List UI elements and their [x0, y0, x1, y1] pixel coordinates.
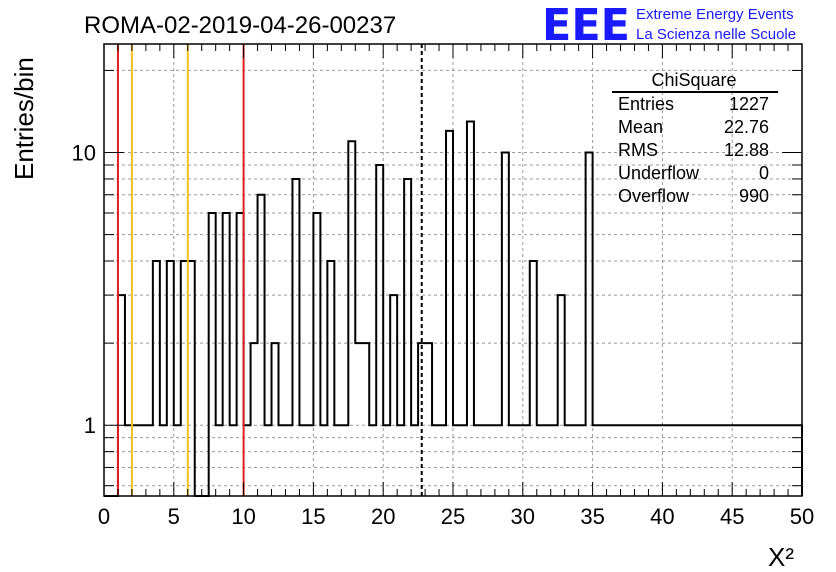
- stats-value-mean: 22.76: [724, 117, 769, 137]
- histogram-bin: [558, 295, 565, 496]
- x-axis-label: X²: [768, 542, 794, 572]
- x-tick-label: 50: [790, 504, 814, 529]
- logo-line2: La Scienza nelle Scuole: [636, 26, 796, 43]
- x-tick-label: 0: [98, 504, 110, 529]
- histogram-bin: [313, 213, 320, 496]
- stats-label-rms: RMS: [618, 140, 658, 160]
- x-tick-label: 15: [301, 504, 325, 529]
- stats-box: ChiSquare Entries 1227 Mean 22.76 RMS 12…: [612, 70, 778, 206]
- histogram-bin: [188, 261, 195, 496]
- stats-value-rms: 12.88: [724, 140, 769, 160]
- logo-mark: EEE: [542, 0, 630, 51]
- stats-label-entries: Entries: [618, 94, 674, 114]
- x-tick-label: 35: [580, 504, 604, 529]
- histogram-bin: [355, 343, 362, 496]
- histogram-bin: [390, 295, 397, 496]
- x-tick-label: 25: [441, 504, 465, 529]
- logo-line1: Extreme Energy Events: [636, 6, 794, 23]
- x-tick-label: 45: [720, 504, 744, 529]
- histogram-bin: [586, 153, 593, 496]
- histogram: [104, 120, 803, 497]
- x-tick-label: 5: [168, 504, 180, 529]
- histogram-bin: [223, 213, 230, 496]
- histogram-bin: [404, 179, 411, 496]
- histogram-bin: [327, 261, 334, 496]
- histogram-bin: [258, 195, 265, 496]
- histogram-bin: [425, 343, 432, 496]
- histogram-bin: [209, 213, 216, 496]
- axes: [103, 43, 803, 497]
- stats-title: ChiSquare: [651, 70, 736, 90]
- x-tick-label: 30: [511, 504, 535, 529]
- y-axis-label: Entries/bin: [9, 57, 39, 180]
- histogram-bin: [181, 261, 188, 496]
- x-tick-label: 20: [371, 504, 395, 529]
- y-tick-label: 10: [72, 141, 96, 166]
- stats-label-mean: Mean: [618, 117, 663, 137]
- histogram-bin: [251, 343, 258, 496]
- histogram-bin: [153, 261, 160, 496]
- stats-value-underflow: 0: [759, 163, 769, 183]
- histogram-bin: [292, 179, 299, 496]
- reference-lines: [116, 44, 423, 496]
- tick-labels: 0 5 10 15 20 25 30 35 40 45 50 1 10: [72, 141, 815, 529]
- histogram-bin: [272, 343, 279, 496]
- chart-title: ROMA-02-2019-04-26-00237: [84, 12, 396, 39]
- histogram-bin: [502, 153, 509, 496]
- histogram-bin: [467, 121, 474, 496]
- histogram-bin: [362, 343, 369, 496]
- histogram-outline: [104, 120, 803, 497]
- stats-label-overflow: Overflow: [618, 186, 690, 206]
- x-tick-label: 10: [231, 504, 255, 529]
- eee-logo: EEE Extreme Energy Events La Scienza nel…: [542, 0, 796, 51]
- y-tick-label: 1: [84, 413, 96, 438]
- stats-label-underflow: Underflow: [618, 163, 700, 183]
- histogram-bin: [376, 165, 383, 496]
- stats-value-entries: 1227: [729, 94, 769, 114]
- histogram-bin: [237, 213, 244, 496]
- histogram-bin: [530, 261, 537, 496]
- histogram-bin: [167, 261, 174, 496]
- histogram-bin: [446, 131, 453, 496]
- x-tick-label: 40: [650, 504, 674, 529]
- stats-value-overflow: 990: [739, 186, 769, 206]
- histogram-bin: [118, 295, 125, 496]
